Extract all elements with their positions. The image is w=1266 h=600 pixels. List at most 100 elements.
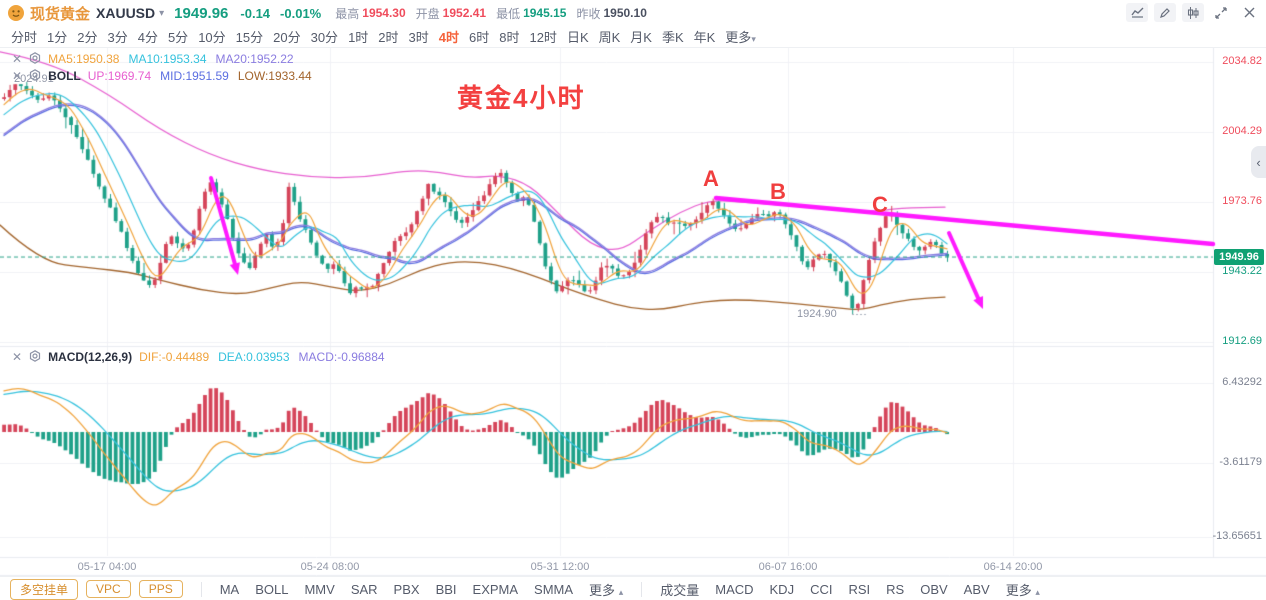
sub-indicator-OBV[interactable]: OBV [920,581,948,597]
main-indicator-MA[interactable]: MA [219,581,240,597]
low-price-label: 1924.90 [797,308,837,320]
sub-indicator-ABV[interactable]: ABV [963,581,990,597]
timeframe-tab-8时[interactable]: 8时 [499,30,520,45]
main-indicator-SMMA[interactable]: SMMA [534,581,574,597]
toolbar-divider [641,581,643,597]
timeframe-bar: 分时 1分 2分 3分 4分 5分 10分 15分 20分 30分 1时 2时 3时 4时 6时 8时 12时日… [0,26,1266,48]
price-tick: 1943.22 [1222,265,1262,277]
time-tick: 05-17 04:00 [77,561,137,573]
timeframe-tab-30分[interactable]: 30分 [310,30,339,45]
timeframe-tab-日K[interactable]: 日K [566,30,589,45]
draw-pencil-icon[interactable] [1154,3,1176,22]
caret-up-icon: ▴ [1035,586,1040,597]
indicator-line-icon[interactable] [1126,3,1148,22]
sub-indicator-CCI[interactable]: CCI [810,581,833,597]
toolbar-button-多空挂单[interactable]: 多空挂单 [10,578,79,600]
timeframe-tab-4时[interactable]: 4时 [438,30,459,45]
ma-legend-settings-icon[interactable] [29,52,41,66]
timeframe-tab-1分[interactable]: 1分 [47,30,68,45]
main-indicator-PBX[interactable]: PBX [393,581,420,597]
timeframe-more[interactable]: 更多▾ [720,27,761,46]
candlestick-style-icon[interactable] [1182,3,1204,22]
timeframe-tab-年K[interactable]: 年K [693,30,716,45]
toolbar-divider [200,581,202,597]
main-indicator-MMV[interactable]: MMV [304,581,335,597]
main-indicator-more[interactable]: 更多 ▴ [589,582,624,598]
symbol-dropdown-caret-icon[interactable]: ▾ [159,7,165,19]
legend-item: MA10:1953.34 [128,52,207,66]
close-icon[interactable] [1238,3,1260,22]
main-indicator-BBI[interactable]: BBI [435,581,457,597]
timeframe-tab-季K[interactable]: 季K [661,30,684,45]
time-tick: 05-24 08:00 [300,561,360,573]
stat-value-0: 1954.30 [362,6,406,20]
macd-legend-settings-icon[interactable] [29,350,41,364]
macd-tick: -13.65651 [1212,530,1262,542]
price-tick: 1912.69 [1222,335,1262,347]
main-indicator-SAR[interactable]: SAR [350,581,378,597]
toolbar-button-PPS[interactable]: PPS [138,580,183,598]
toolbar-button-VPC[interactable]: VPC [86,580,131,598]
timeframe-tab-月K[interactable]: 月K [630,30,652,45]
fullscreen-icon[interactable] [1210,3,1232,22]
timeframe-tab-5分[interactable]: 5分 [167,30,189,45]
stat-value-2: 1945.15 [523,6,567,20]
caret-up-icon: ▴ [618,586,624,597]
timeframe-tab-4分[interactable]: 4分 [137,30,158,45]
timeframe-tab-12时[interactable]: 12时 [529,30,557,45]
annotation-point-C: C [872,192,888,217]
boll-legend: ✕ BOLL UP:1969.74 MID:1951.59 LOW:1933.44 [12,69,312,83]
macd-legend: ✕ MACD(12,26,9) DIF:-0.44489 DEA:0.03953 M… [12,350,385,364]
main-indicator-BOLL[interactable]: BOLL [255,581,289,597]
legend-item: MID:1951.59 [160,69,229,83]
ma-legend-close-icon[interactable]: ✕ [12,52,23,66]
header-icon-group [1126,3,1260,22]
timeframe-tab-15分[interactable]: 15分 [235,30,264,45]
timeframe-tab-10分[interactable]: 10分 [198,30,226,45]
time-tick: 05-31 12:00 [530,561,590,573]
sidebar-collapse-tab[interactable]: ‹ [1251,146,1266,178]
sub-indicator-MACD[interactable]: MACD [715,581,754,597]
boll-legend-settings-icon[interactable] [29,69,41,83]
stat-label-3: 昨收 [576,6,601,21]
timeframe-tab-3时[interactable]: 3时 [408,30,429,45]
price-tick: 2004.29 [1222,125,1262,137]
sub-indicator-more[interactable]: 更多 ▴ [1005,582,1040,598]
timeframe-tab-2时[interactable]: 2时 [378,30,399,45]
macd-legend-close-icon[interactable]: ✕ [12,350,23,364]
sub-indicator-KDJ[interactable]: KDJ [769,581,795,597]
symbol-name-cn: 现货黄金 [30,5,91,23]
timeframe-tab-分时[interactable]: 分时 [11,30,38,45]
macd-legend-name: MACD(12,26,9) [48,350,133,364]
sub-indicator-成交量[interactable]: 成交量 [660,582,700,598]
boll-legend-close-icon[interactable]: ✕ [12,69,23,83]
bottom-toolbar: 多空挂单 VPC PPS MA BOLL MMV SAR PBX BBI EXPMA SMMA 更… [0,576,1266,600]
price-change-pct: -0.01% [280,5,322,21]
annotation-point-B: B [770,179,786,204]
gold-logo-icon [8,5,24,21]
legend-item: MACD:-0.96884 [298,350,385,364]
timeframe-tab-6时[interactable]: 6时 [469,30,490,45]
timeframe-tab-3分[interactable]: 3分 [107,30,128,45]
timeframe-tab-1时[interactable]: 1时 [348,30,369,45]
stat-label-1: 开盘 [415,6,440,21]
legend-item: UP:1969.74 [87,69,152,83]
timeframe-more-label: 更多 [725,30,752,45]
timeframe-tab-2分[interactable]: 2分 [77,30,98,45]
time-tick: 06-14 20:00 [983,561,1043,573]
header-bar: 现货黄金 XAUUSD ▾ 1949.96 -0.14 -0.01% 最高 195… [0,0,1266,27]
boll-legend-name: BOLL [48,69,81,83]
chart-watermark-title: 黄金4小时 [457,83,586,113]
legend-item: LOW:1933.44 [237,69,312,83]
main-indicator-EXPMA[interactable]: EXPMA [472,581,519,597]
macd-tick: 6.43292 [1222,376,1262,388]
sub-indicator-RSI[interactable]: RSI [848,581,871,597]
sub-indicator-RS[interactable]: RS [886,581,905,597]
annotation-point-A: A [703,166,719,191]
timeframe-tab-周K[interactable]: 周K [598,30,621,45]
time-tick: 06-07 16:00 [758,561,818,573]
caret-down-icon: ▾ [751,34,756,44]
timeframe-tab-20分[interactable]: 20分 [273,30,301,45]
